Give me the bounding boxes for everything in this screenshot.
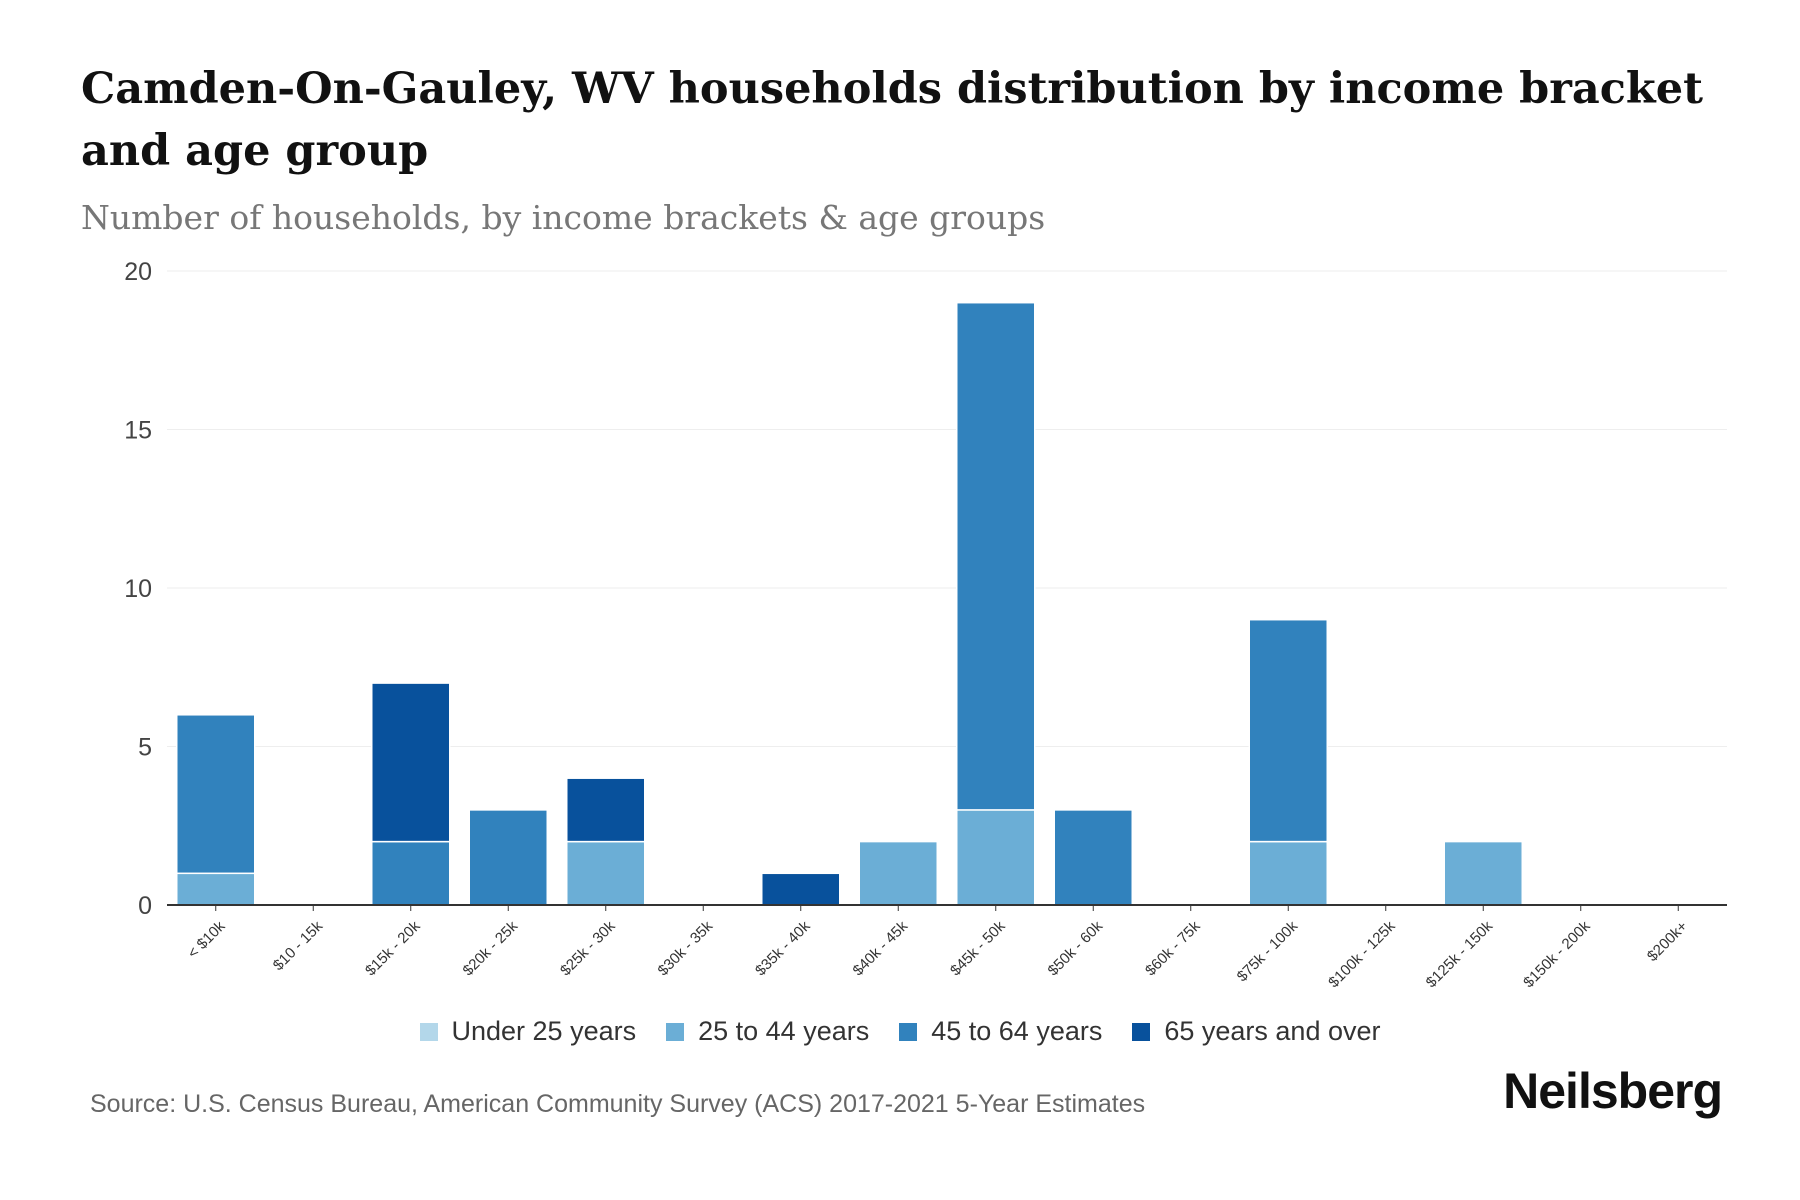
legend-item: Under 25 years (419, 1016, 637, 1047)
bar-segment (761, 872, 841, 906)
x-tick-label: $45k - 50k (947, 917, 1009, 979)
legend-swatch (419, 1022, 438, 1041)
x-tick-label: $75k - 100k (1234, 917, 1302, 985)
x-tick-label: $25k - 30k (557, 917, 619, 979)
bar-segment (566, 840, 646, 906)
x-tick-label: $35k - 40k (752, 917, 814, 979)
bar-segment (566, 777, 646, 843)
source-note: Source: U.S. Census Bureau, American Com… (90, 1090, 1146, 1118)
y-tick-label: 0 (138, 892, 152, 920)
chart-title: Camden-On-Gauley, WV households distribu… (81, 64, 1703, 176)
bar-segment (956, 301, 1036, 811)
x-tick-label: $50k - 60k (1045, 917, 1107, 979)
bar-segment (956, 809, 1036, 906)
x-tick-label: $10 - 15k (270, 917, 327, 974)
bar-segment (1053, 809, 1133, 906)
bar-segment (468, 809, 548, 906)
x-tick-label: $15k - 20k (362, 917, 424, 979)
legend-label: 45 to 64 years (931, 1016, 1103, 1046)
legend-swatch (899, 1022, 918, 1041)
legend-item: 25 to 44 years (666, 1016, 869, 1047)
y-tick-label: 5 (138, 734, 152, 762)
legend-label: 65 years and over (1164, 1016, 1381, 1046)
bar-segment (1248, 618, 1328, 843)
legend-item: 45 to 64 years (899, 1016, 1102, 1047)
legend-swatch (666, 1022, 685, 1041)
legend-label: Under 25 years (451, 1016, 637, 1046)
x-tick-label: $60k - 75k (1142, 917, 1204, 979)
x-tick-label: $30k - 35k (655, 917, 717, 979)
legend-label: 25 to 44 years (698, 1016, 870, 1046)
legend: Under 25 years 25 to 44 years 45 to 64 yea… (0, 1016, 1800, 1047)
x-tick-label: $40k - 45k (850, 917, 912, 979)
x-tick-label: $100k - 125k (1325, 917, 1399, 991)
x-tick-label: $200k+ (1644, 918, 1691, 965)
bar-chart: 0 5 10 15 20 < $10k $10 - 15k $15k - 20k $20k - … (124, 258, 1727, 991)
y-tick-label: 20 (124, 258, 152, 286)
bar-segment (371, 840, 451, 906)
chart-subtitle: Number of households, by income brackets… (81, 198, 1046, 237)
bar-segment (176, 872, 256, 906)
bar-segment (1443, 840, 1523, 906)
legend-swatch (1132, 1022, 1151, 1041)
x-tick-label: $125k - 150k (1423, 917, 1497, 991)
brand-logo: Neilsberg (1503, 1063, 1723, 1119)
bar-segment (176, 714, 256, 875)
y-tick-label: 10 (124, 575, 152, 603)
bar-segment (1248, 840, 1328, 906)
x-tick-label: < $10k (184, 917, 229, 962)
bar-segment (858, 840, 938, 906)
legend-item: 65 years and over (1132, 1016, 1381, 1047)
x-tick-label: $150k - 200k (1520, 917, 1594, 991)
x-tick-label: $20k - 25k (460, 917, 522, 979)
bar-segment (371, 682, 451, 843)
y-tick-label: 15 (124, 417, 152, 445)
